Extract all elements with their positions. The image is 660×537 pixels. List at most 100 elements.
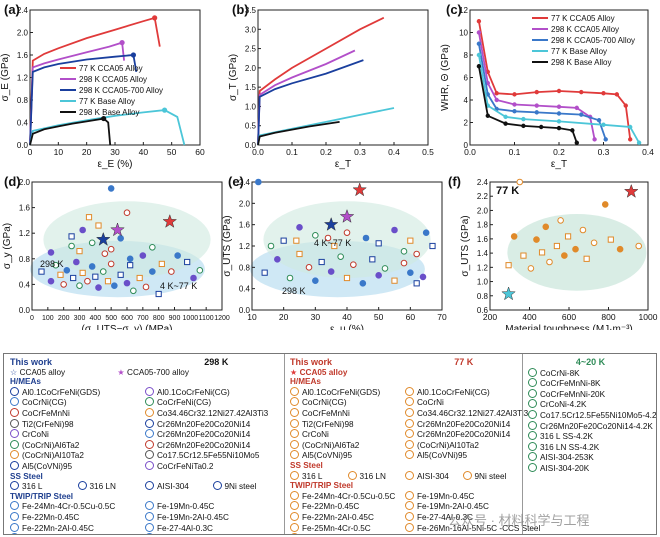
- legend-entry-label: Fe-27-4Al-0.3C: [417, 512, 473, 522]
- region-label: 298 K: [282, 286, 306, 296]
- legend-entry-label: Fe-26Mn-16Al-5Ni-5C -CCS Steel: [417, 523, 541, 533]
- legend-marker-icon: [212, 481, 222, 491]
- legend-entry: 316 L: [290, 470, 348, 482]
- legend-temp-298: 298 K: [204, 357, 229, 367]
- series-point: [574, 140, 579, 145]
- data-point: [337, 253, 344, 260]
- data-point: [407, 237, 414, 244]
- data-point: [149, 268, 156, 275]
- series-line: [257, 16, 385, 146]
- x-tick-label: 20: [82, 147, 92, 157]
- legend-temp-4-20: 4~20 K: [575, 357, 606, 367]
- legend-entry: Al0.1CoCrFeNi(GDS): [290, 386, 405, 398]
- legend-twip-items-77: Fe-24Mn-4Cr-0.5Cu-0.5C Fe-19Mn-0.45C Fe-22…: [290, 490, 540, 535]
- legend-marker-icon: [290, 418, 299, 428]
- y-tick-label: 6: [464, 74, 469, 83]
- highlight-star: [162, 213, 178, 228]
- x-tick-label: 70: [437, 312, 447, 322]
- legend-entry: Fe-24Mn-4Cr-0.5Cu-0.5C: [10, 501, 145, 512]
- data-point: [70, 274, 77, 282]
- x-tick-label: 0.4: [388, 147, 400, 157]
- legend-entry-label: Co17.5Cr12.5Fe55Ni10Mo5: [157, 451, 260, 461]
- legend-marker-icon: [10, 533, 19, 534]
- legend-marker-icon: [290, 429, 299, 439]
- legend-marker-icon: [528, 409, 537, 419]
- data-point: [88, 239, 96, 247]
- series-point: [601, 91, 606, 96]
- legend-entry-label: Fe-19Mn-2Al-0.45C: [157, 512, 229, 522]
- legend-entry-label: Al0.1CoCrFeNi(CG): [157, 387, 230, 397]
- legend-row: Al0.1CoCrFeNi(GDS) Al0.1CoCrFeNi(CG): [290, 386, 520, 398]
- data-point: [391, 277, 398, 284]
- y-tick-label: 3.5: [245, 6, 257, 15]
- legend-marker-icon: [10, 450, 19, 460]
- legend-twip-items-298: Fe-24Mn-4Cr-0.5Cu-0.5C Fe-19Mn-0.45C Fe-22…: [10, 501, 280, 535]
- legend-row: Fe-24Mn-4Cr-0.5Cu-0.5C Fe-19Mn-0.45C: [290, 490, 520, 502]
- legend-this-work-77: This work: [290, 357, 333, 367]
- y-tick-label: 2.2: [477, 192, 489, 201]
- y-tick-label: 0.0: [17, 141, 29, 150]
- y-tick-label: 0.0: [19, 306, 31, 315]
- series-line: [257, 49, 356, 146]
- endpoint-marker: [101, 115, 107, 122]
- legend-entry-label: 316 LN SS-4.2K: [540, 442, 600, 452]
- legend-entry-label: Fe-25Mn-4Cr-0.5C: [22, 534, 91, 535]
- legend-entry-label: 316 L: [302, 471, 323, 481]
- legend-label: 298 K CCA05 Alloy: [79, 75, 147, 84]
- y-tick-label: 2.0: [17, 29, 29, 38]
- legend-marker-icon: [10, 522, 19, 532]
- endpoint-marker: [119, 40, 125, 46]
- legend-row: Ti2(CrFeNi)98 Cr26Mn20Fe20Co20Ni14: [10, 418, 280, 430]
- legend-marker-icon: [290, 511, 299, 521]
- legend-row: Fe-25Mn-4Cr-0.5C Fe-26Mn-16Al-5Ni-5C -CCS…: [10, 533, 280, 535]
- x-tick-label: 200: [483, 312, 497, 322]
- data-point: [73, 258, 80, 266]
- data-point: [557, 217, 564, 224]
- data-point: [616, 245, 624, 253]
- legend-row: (CoCrNi)Al6Ta2 Cr26Mn20Fe20Co20Ni14: [10, 439, 280, 451]
- legend-temp-77: 77 K: [454, 357, 474, 367]
- y-axis-label: σ_y (GPa): [2, 223, 13, 269]
- y-tick-label: 1.6: [477, 235, 489, 244]
- legend-marker-icon: [290, 439, 299, 449]
- legend-marker-icon: [405, 501, 414, 511]
- legend-ss-77: SS Steel: [290, 460, 323, 470]
- legend-row: Fe-22Mn-0.45C Fe-19Mn-2Al-0.45C: [290, 501, 520, 512]
- x-tick-label: 0.1: [509, 147, 521, 157]
- x-tick-label: 0.5: [422, 147, 434, 157]
- legend-row: CoCrFeMnNi-8K: [528, 378, 653, 389]
- data-point: [280, 237, 287, 244]
- legend-entry: Fe-22Mn-2Al-0.45C: [290, 511, 405, 523]
- data-point: [324, 234, 332, 242]
- legend-entry-label: MP35N-Supperalloy: [302, 534, 375, 535]
- series-line: [257, 121, 340, 146]
- legend-label: 298 K CCA05-700 Alloy: [551, 36, 635, 45]
- x-tick-label: 30: [110, 147, 120, 157]
- legend-entry: Fe-25Mn-4Cr-0.5C: [10, 533, 145, 535]
- data-point: [583, 255, 590, 262]
- y-axis-label: σ_UTS (GPa): [460, 215, 471, 276]
- legend-row: 316 L SS-4.2K: [528, 431, 653, 442]
- legend-entry-label: CoCrFeMnNi-8K: [540, 379, 601, 389]
- legend-entry-label: Al0.1CoCrFeNi(GDS): [302, 387, 381, 397]
- legend-marker-icon: [405, 439, 414, 449]
- y-tick-label: 1.6: [239, 221, 251, 230]
- legend-marker-icon: [405, 429, 414, 439]
- legend-entry: CoCrFeNiTa0.2: [145, 460, 280, 472]
- legend-entry-label: Fe-22Mn-2Al-0.45C: [302, 512, 374, 522]
- data-point: [267, 242, 275, 250]
- legend-entry-label: CoCrNi(CG): [22, 398, 67, 408]
- legend-entry-label: Al0.1CoCrFeNi(GDS): [22, 387, 101, 397]
- data-point: [76, 282, 83, 289]
- data-point: [155, 290, 162, 298]
- legend-marker-icon: [77, 481, 87, 491]
- legend-entry-label: CoCrNi: [417, 398, 444, 408]
- data-point: [564, 233, 572, 240]
- legend-entry: CoCrNi-8K: [528, 367, 653, 379]
- legend-entry: 316 LN SS-4.2K: [528, 441, 653, 453]
- legend-entry-label: CoCrNi(CG): [302, 398, 347, 408]
- data-point: [126, 255, 134, 263]
- data-point: [168, 268, 175, 275]
- y-tick-label: 0.8: [17, 96, 29, 105]
- y-tick-label: 8: [464, 51, 469, 60]
